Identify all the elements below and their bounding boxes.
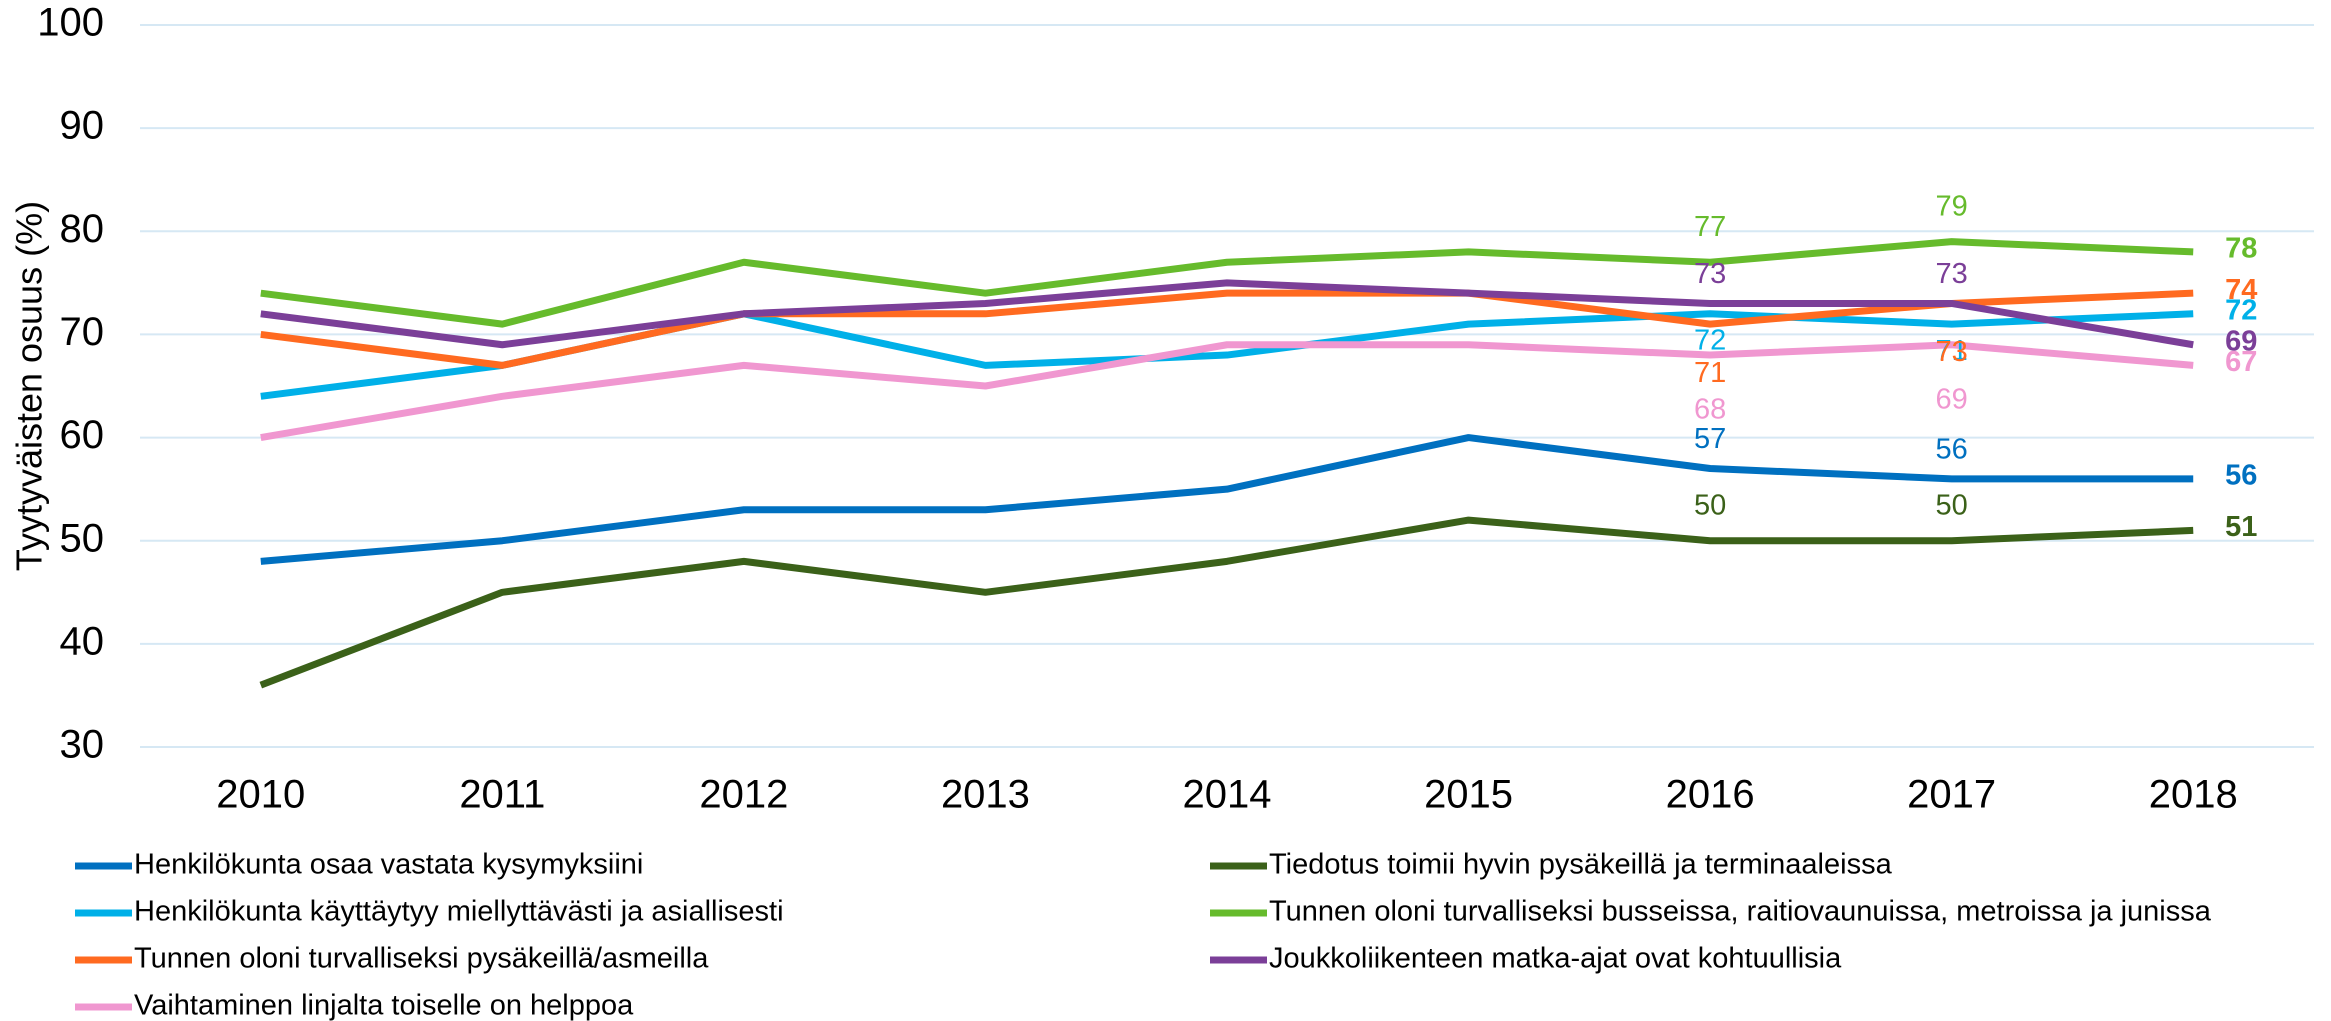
data-label: 69 [2225, 325, 2257, 357]
series-line [260, 434, 2194, 565]
data-label: 56 [2225, 459, 2257, 491]
data-label: 68 [1694, 394, 1726, 426]
data-label: 73 [1694, 258, 1726, 290]
series-line [259, 516, 2194, 689]
x-tick-label: 2018 [2149, 773, 2238, 817]
x-tick-label: 2017 [1907, 773, 1996, 817]
legend-label: Henkilökunta käyttäytyy miellyttävästi j… [134, 896, 784, 928]
data-label: 69 [1936, 383, 1968, 415]
series-line [260, 341, 2194, 442]
data-label: 50 [1936, 489, 1968, 521]
x-tick-label: 2013 [941, 773, 1030, 817]
legend-label: Tunnen oloni turvalliseksi pysäkeillä/as… [134, 943, 709, 975]
data-label: 72 [1694, 324, 1726, 356]
data-label: 57 [1694, 423, 1726, 455]
x-tick-label: 2012 [699, 773, 788, 817]
legend-label: Henkilökunta osaa vastata kysymyksiini [134, 849, 643, 881]
data-label: 72 [2225, 294, 2257, 326]
legend-label: Joukkoliikenteen matka-ajat ovat kohtuul… [1269, 943, 1842, 975]
y-tick-label: 50 [60, 516, 105, 560]
y-tick-label: 30 [60, 723, 105, 767]
data-label: 78 [2225, 233, 2257, 265]
data-label: 50 [1694, 489, 1726, 521]
x-tick-label: 2015 [1424, 773, 1513, 817]
y-tick-label: 40 [60, 619, 105, 663]
data-label: 71 [1694, 357, 1726, 389]
data-label: 79 [1936, 190, 1968, 222]
data-label: 51 [2225, 511, 2257, 543]
x-tick-label: 2014 [1183, 773, 1272, 817]
data-label: 73 [1936, 336, 1968, 368]
data-label: 77 [1694, 211, 1726, 243]
data-label: 74 [2225, 274, 2257, 306]
y-tick-label: 70 [60, 310, 105, 354]
series-line [260, 279, 2194, 349]
x-tick-label: 2016 [1666, 773, 1755, 817]
y-tick-label: 90 [60, 104, 105, 148]
data-label: 71 [1936, 335, 1968, 367]
x-tick-label: 2011 [459, 773, 545, 817]
legend-label: Vaihtaminen linjalta toiselle on helppoa [134, 990, 634, 1021]
y-tick-label: 100 [37, 1, 104, 45]
series-line [260, 238, 2194, 328]
series-line [260, 289, 2194, 369]
y-tick-label: 60 [60, 413, 105, 457]
data-label: 73 [1936, 258, 1968, 290]
y-tick-label: 80 [60, 207, 105, 251]
x-tick-label: 2010 [216, 773, 305, 817]
y-axis-label: Tyytyväisten osuus (%) [9, 201, 50, 571]
legend-label: Tunnen oloni turvalliseksi busseissa, ra… [1269, 896, 2212, 928]
legend-label: Tiedotus toimii hyvin pysäkeillä ja term… [1269, 849, 1893, 881]
data-label: 56 [1936, 433, 1968, 465]
data-label: 67 [2225, 346, 2257, 378]
